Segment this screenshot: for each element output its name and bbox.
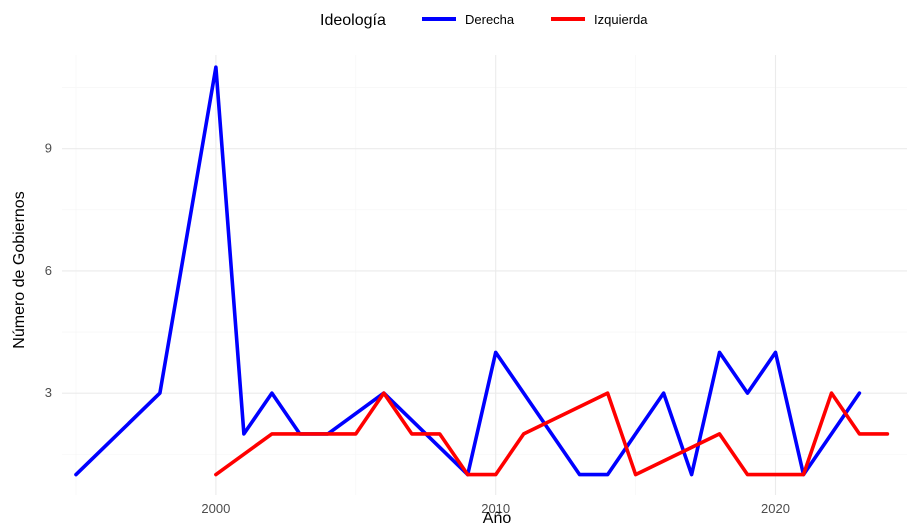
y-tick-label: 3 <box>45 385 52 400</box>
y-axis-title: Número de Gobiernos <box>11 191 28 348</box>
legend-title: Ideología <box>320 12 386 29</box>
y-axis-tick-labels: 3 6 9 <box>45 141 52 400</box>
x-tick-label: 2010 <box>481 501 510 516</box>
y-tick-label: 6 <box>45 263 52 278</box>
legend-label-derecha: Derecha <box>465 12 515 27</box>
legend: Ideología Derecha Izquierda <box>320 12 648 29</box>
minor-gridlines <box>62 55 907 495</box>
y-tick-label: 9 <box>45 141 52 156</box>
x-tick-label: 2000 <box>201 501 230 516</box>
legend-label-izquierda: Izquierda <box>594 12 648 27</box>
series-line-izquierda <box>214 391 890 477</box>
x-axis-tick-labels: 2000 2010 2020 <box>201 501 790 516</box>
x-tick-label: 2020 <box>761 501 790 516</box>
series-line-derecha <box>74 65 862 477</box>
series-lines <box>74 65 890 477</box>
major-gridlines <box>62 55 907 495</box>
x-axis-title: Año <box>483 510 512 526</box>
